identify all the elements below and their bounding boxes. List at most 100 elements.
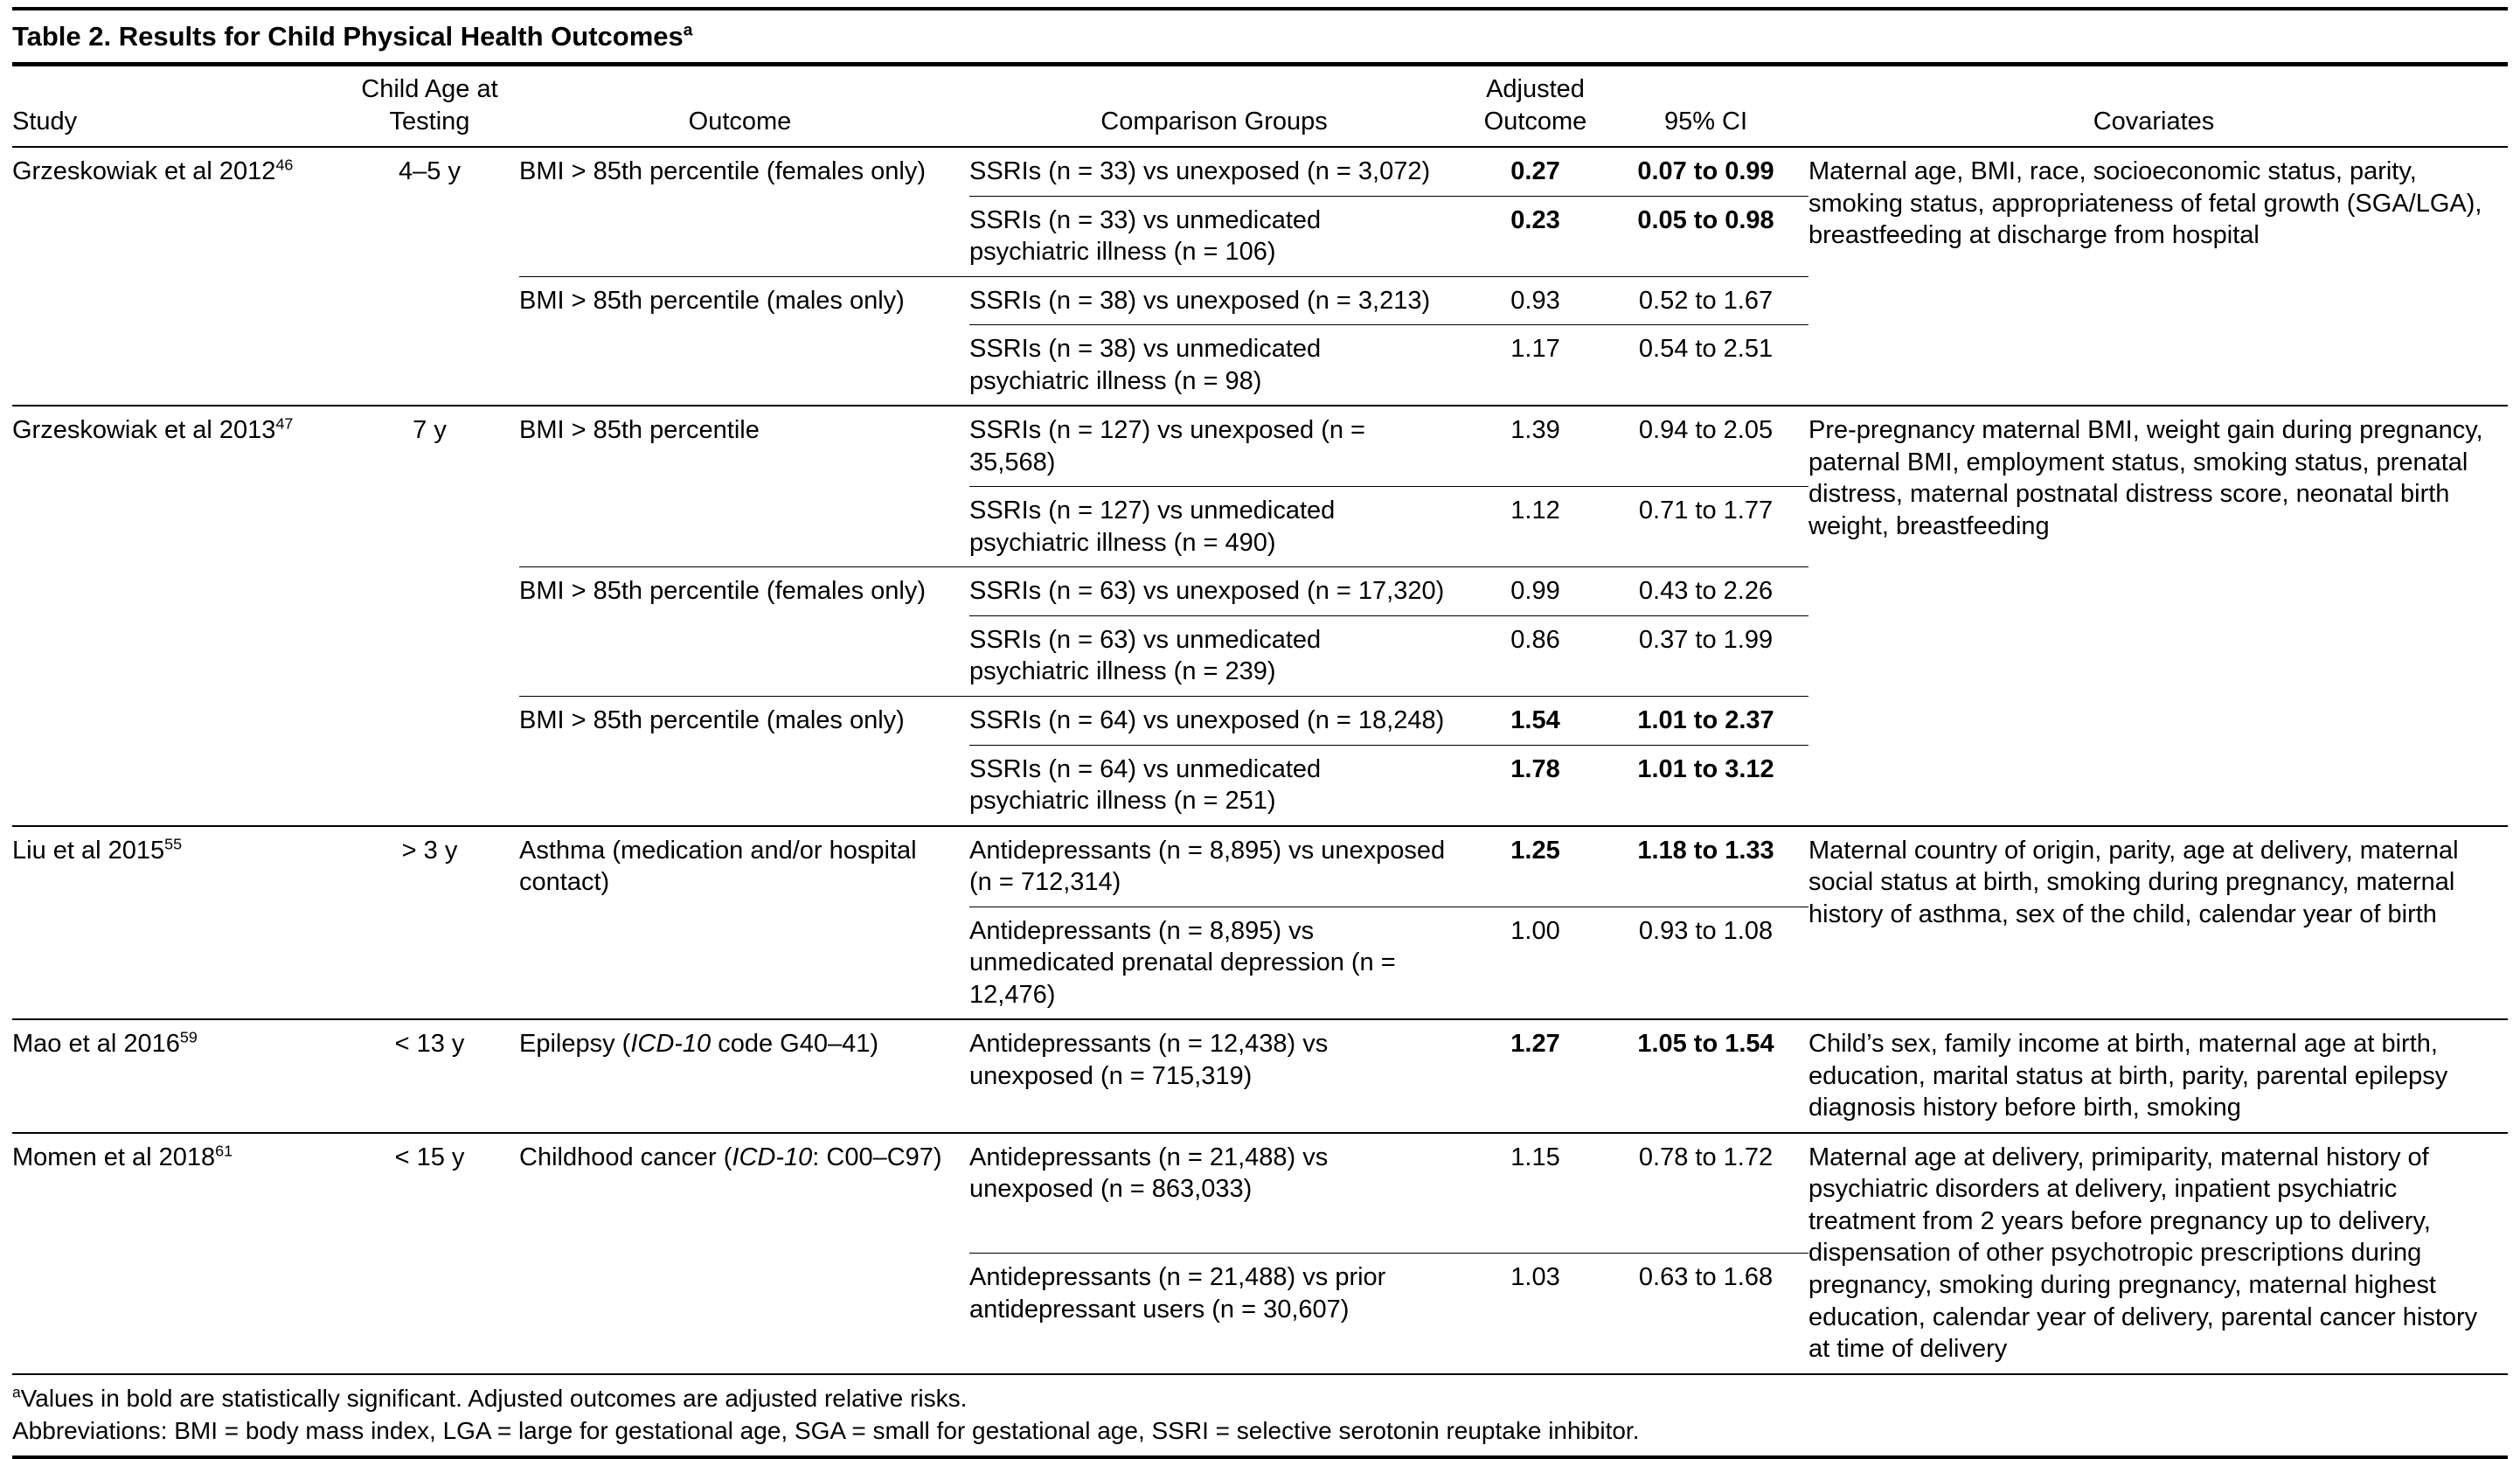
footnote-a-marker: a (12, 1383, 21, 1401)
outcome-cell: BMI > 85th percentile (519, 405, 969, 567)
comparison-cell: Antidepressants (n = 21,488) vs unexpose… (969, 1131, 1468, 1254)
adjusted-outcome-cell: 1.25 (1468, 824, 1612, 907)
adjusted-outcome-cell: 1.00 (1468, 906, 1612, 1020)
ci-cell: 0.93 to 1.08 (1612, 906, 1808, 1020)
age-cell: > 3 y (349, 824, 519, 1020)
comparison-cell: SSRIs (n = 38) vs unmedicated psychiatri… (969, 324, 1468, 406)
table-row: Momen et al 201861 < 15 y Childhood canc… (12, 1131, 2508, 1373)
ci-cell: 0.71 to 1.77 (1612, 486, 1808, 567)
adjusted-outcome-cell: 1.15 (1468, 1131, 1612, 1254)
outcome-cell: Epilepsy (ICD-10 code G40–41) (519, 1018, 969, 1133)
header-row: Study Child Age at Testing Outcome Compa… (12, 66, 2508, 149)
covariates-cell: Pre-pregnancy maternal BMI, weight gain … (1808, 405, 2508, 826)
ci-cell: 0.05 to 0.98 (1612, 195, 1808, 277)
column-header-child-age: Child Age at Testing (349, 66, 519, 149)
table-row: BMI > 85th percentile (males only) SSRIs… (12, 275, 2508, 406)
outcome-cell: Asthma (medication and/or hospital conta… (519, 824, 969, 1020)
adjusted-outcome-cell: 1.78 (1468, 744, 1612, 826)
outcome-cell: Childhood cancer (ICD-10: C00–C97) (519, 1131, 969, 1373)
study-name: Momen et al 2018 (12, 1143, 216, 1171)
column-header-95ci: 95% CI (1612, 66, 1808, 149)
table-header: Study Child Age at Testing Outcome Compa… (12, 66, 2508, 149)
outcome-cell: BMI > 85th percentile (males only) (519, 696, 969, 826)
column-header-covariates: Covariates (1808, 66, 2508, 149)
adjusted-outcome-cell: 1.54 (1468, 696, 1612, 746)
adjusted-outcome-cell: 0.86 (1468, 615, 1612, 697)
outcome-text: : C00–C97) (812, 1143, 942, 1171)
outcome-text: code G40–41) (711, 1030, 879, 1059)
table-row: SSRIs (n = 38) vs unmedicated psychiatri… (12, 324, 2508, 406)
adjusted-outcome-cell: 1.03 (1468, 1253, 1612, 1373)
column-header-study: Study (12, 66, 349, 149)
age-cell: 7 y (349, 405, 519, 826)
ci-cell: 1.05 to 1.54 (1612, 1018, 1808, 1133)
study-cell: Grzeskowiak et al 201347 (12, 405, 349, 826)
table-row: SSRIs (n = 33) vs unmedicated psychiatri… (12, 195, 2508, 277)
adjusted-outcome-cell: 1.39 (1468, 405, 1612, 487)
ci-cell: 1.01 to 3.12 (1612, 744, 1808, 826)
ci-cell: 1.18 to 1.33 (1612, 824, 1808, 907)
table-row: BMI > 85th percentile (females only) SSR… (12, 566, 2508, 697)
comparison-cell: Antidepressants (n = 8,895) vs unmedicat… (969, 906, 1468, 1020)
comparison-cell: SSRIs (n = 127) vs unmedicated psychiatr… (969, 486, 1468, 567)
study-name: Mao et al 2016 (12, 1030, 180, 1059)
comparison-cell: Antidepressants (n = 12,438) vs unexpose… (969, 1018, 1468, 1133)
study-name: Liu et al 2015 (12, 836, 165, 865)
ci-cell: 0.94 to 2.05 (1612, 405, 1808, 487)
covariates-cell: Maternal age, BMI, race, socioeconomic s… (1808, 146, 2508, 406)
table-title-footnote-marker: a (683, 21, 693, 40)
study-cell: Grzeskowiak et al 201246 (12, 146, 349, 406)
comparison-cell: Antidepressants (n = 8,895) vs unexposed… (969, 824, 1468, 907)
table-row: Mao et al 201659 < 13 y Epilepsy (ICD-10… (12, 1018, 2508, 1133)
ci-cell: 1.01 to 2.37 (1612, 696, 1808, 746)
study-name: Grzeskowiak et al 2012 (12, 157, 276, 186)
covariates-cell: Maternal age at delivery, primiparity, m… (1808, 1131, 2508, 1373)
outcome-cell: BMI > 85th percentile (males only) (519, 275, 969, 406)
table-row: SSRIs (n = 127) vs unmedicated psychiatr… (12, 486, 2508, 567)
footnote-a: aValues in bold are statistically signif… (12, 1382, 2508, 1414)
comparison-cell: SSRIs (n = 63) vs unexposed (n = 17,320) (969, 566, 1468, 616)
age-cell: < 13 y (349, 1018, 519, 1133)
ci-cell: 0.54 to 2.51 (1612, 324, 1808, 406)
column-header-comparison-groups: Comparison Groups (969, 66, 1468, 149)
comparison-cell: SSRIs (n = 127) vs unexposed (n = 35,568… (969, 405, 1468, 487)
ci-cell: 0.43 to 2.26 (1612, 566, 1808, 616)
table-row: SSRIs (n = 64) vs unmedicated psychiatri… (12, 744, 2508, 826)
comparison-cell: Antidepressants (n = 21,488) vs prior an… (969, 1253, 1468, 1373)
covariates-cell: Maternal country of origin, parity, age … (1808, 824, 2508, 1020)
table-footnotes: aValues in bold are statistically signif… (12, 1372, 2508, 1459)
column-header-outcome: Outcome (519, 66, 969, 149)
table-body: Grzeskowiak et al 201246 4–5 y BMI > 85t… (12, 146, 2508, 1373)
comparison-cell: SSRIs (n = 33) vs unexposed (n = 3,072) (969, 146, 1468, 197)
outcome-text: Epilepsy ( (519, 1030, 631, 1059)
ci-cell: 0.07 to 0.99 (1612, 146, 1808, 197)
table-row: SSRIs (n = 63) vs unmedicated psychiatri… (12, 615, 2508, 697)
adjusted-outcome-cell: 0.99 (1468, 566, 1612, 616)
outcome-italic-text: ICD-10 (630, 1030, 712, 1059)
age-cell: < 15 y (349, 1131, 519, 1373)
footnote-abbreviations: Abbreviations: BMI = body mass index, LG… (12, 1416, 1640, 1444)
ci-cell: 0.78 to 1.72 (1612, 1131, 1808, 1254)
outcome-text: Childhood cancer ( (519, 1143, 732, 1171)
reference-superscript: 61 (215, 1142, 233, 1160)
adjusted-outcome-cell: 0.27 (1468, 146, 1612, 197)
comparison-cell: SSRIs (n = 64) vs unmedicated psychiatri… (969, 744, 1468, 826)
reference-superscript: 59 (179, 1028, 198, 1046)
ci-cell: 0.37 to 1.99 (1612, 615, 1808, 697)
table-row: Grzeskowiak et al 201246 4–5 y BMI > 85t… (12, 146, 2508, 406)
table-row: BMI > 85th percentile (males only) SSRIs… (12, 696, 2508, 826)
comparison-cell: SSRIs (n = 33) vs unmedicated psychiatri… (969, 195, 1468, 277)
adjusted-outcome-cell: 1.27 (1468, 1018, 1612, 1133)
comparison-cell: SSRIs (n = 38) vs unexposed (n = 3,213) (969, 275, 1468, 325)
study-name: Grzeskowiak et al 2013 (12, 416, 276, 445)
adjusted-outcome-cell: 0.93 (1468, 275, 1612, 325)
outcome-cell: BMI > 85th percentile (females only) (519, 146, 969, 277)
comparison-cell: SSRIs (n = 64) vs unexposed (n = 18,248) (969, 696, 1468, 746)
adjusted-outcome-cell: 1.17 (1468, 324, 1612, 406)
reference-superscript: 55 (164, 834, 183, 852)
outcome-cell: BMI > 85th percentile (females only) (519, 566, 969, 697)
adjusted-outcome-cell: 1.12 (1468, 486, 1612, 567)
results-table: Study Child Age at Testing Outcome Compa… (12, 66, 2508, 1373)
table-title-text: Table 2. Results for Child Physical Heal… (12, 21, 684, 52)
study-cell: Mao et al 201659 (12, 1018, 349, 1133)
